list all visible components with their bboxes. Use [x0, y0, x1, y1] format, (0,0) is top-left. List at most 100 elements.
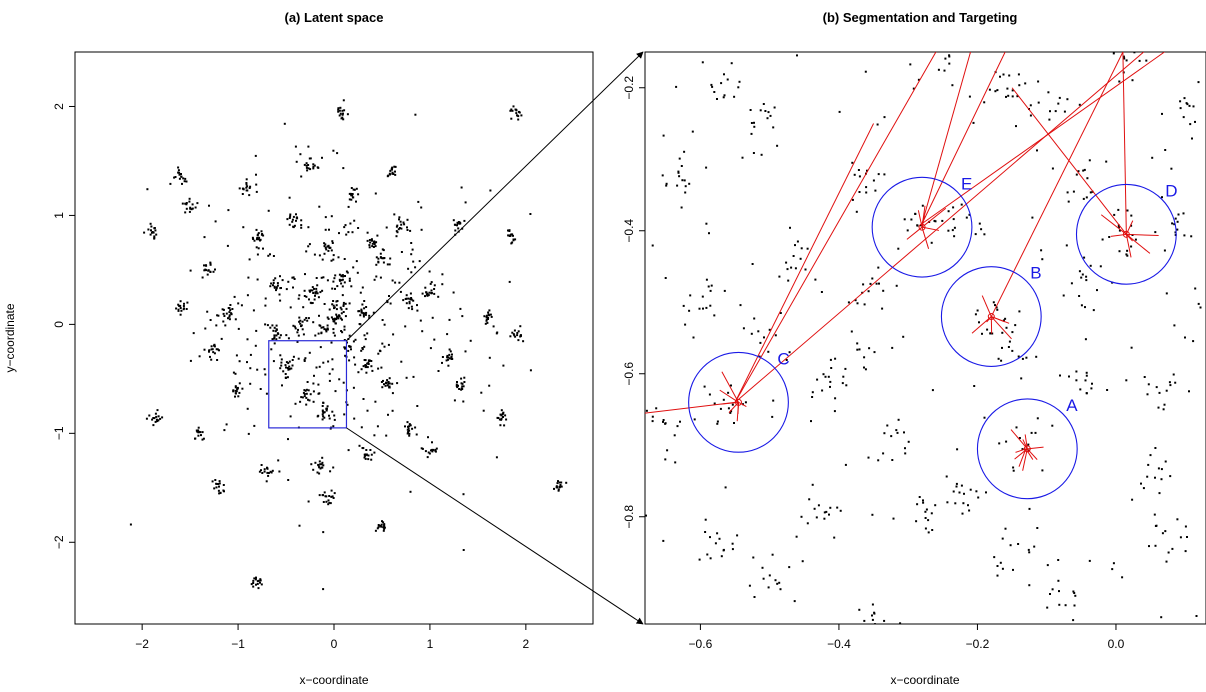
- data-point: [1084, 379, 1087, 382]
- data-point: [263, 470, 266, 473]
- data-point: [424, 286, 427, 289]
- data-point: [332, 254, 335, 257]
- data-point: [753, 317, 756, 320]
- data-point: [404, 325, 407, 328]
- data-point: [863, 637, 865, 639]
- data-point: [260, 583, 263, 586]
- data-point: [517, 330, 520, 333]
- data-point: [968, 509, 971, 512]
- data-point: [282, 370, 285, 373]
- data-point: [841, 382, 844, 385]
- data-point: [978, 222, 981, 225]
- data-point: [298, 316, 301, 319]
- data-point: [662, 420, 664, 423]
- data-point: [156, 409, 159, 412]
- data-point: [912, 87, 915, 90]
- data-point: [338, 109, 341, 112]
- data-point: [332, 331, 335, 334]
- data-point: [895, 429, 898, 432]
- data-point: [871, 277, 874, 280]
- data-point: [462, 549, 465, 551]
- data-point: [398, 227, 401, 229]
- data-point: [346, 403, 349, 406]
- data-point: [512, 238, 515, 241]
- data-point: [255, 173, 257, 176]
- panel-a-points: [129, 99, 568, 591]
- data-point: [375, 241, 378, 244]
- data-point: [332, 280, 335, 283]
- data-point: [1047, 91, 1050, 94]
- x-tick-label: 0: [331, 637, 338, 651]
- data-point: [1015, 125, 1017, 128]
- data-point: [557, 480, 559, 483]
- data-point: [1160, 468, 1163, 471]
- data-point: [256, 582, 259, 585]
- data-point: [358, 444, 361, 447]
- data-point: [910, 218, 913, 221]
- data-point: [360, 311, 363, 314]
- data-point: [983, 416, 986, 419]
- data-point: [1084, 306, 1086, 309]
- data-point: [863, 619, 866, 622]
- data-point: [388, 386, 391, 389]
- data-point: [447, 364, 450, 367]
- data-point: [209, 270, 212, 273]
- data-point: [316, 284, 319, 287]
- panel-b-y-axis: −0.8−0.6−0.4−0.2: [622, 76, 645, 529]
- data-point: [249, 353, 252, 356]
- data-point: [1158, 492, 1161, 495]
- data-point: [430, 292, 433, 295]
- data-point: [389, 257, 392, 260]
- data-point: [328, 308, 331, 311]
- data-point: [329, 502, 332, 505]
- data-point: [1073, 592, 1076, 594]
- data-point: [178, 171, 181, 174]
- data-point: [360, 426, 363, 429]
- data-point: [1089, 191, 1092, 194]
- data-point: [1170, 167, 1173, 170]
- data-point: [380, 525, 383, 528]
- data-point: [292, 355, 295, 358]
- data-point: [677, 170, 680, 173]
- data-point: [314, 461, 317, 464]
- data-point: [1012, 568, 1014, 571]
- data-point: [389, 169, 392, 172]
- data-point: [1048, 118, 1051, 121]
- data-point: [272, 360, 275, 363]
- data-point: [327, 499, 330, 502]
- data-point: [234, 372, 237, 375]
- data-point: [291, 220, 294, 223]
- data-point: [215, 324, 218, 327]
- data-point: [854, 299, 857, 302]
- data-point: [289, 306, 292, 309]
- data-point: [179, 304, 182, 307]
- data-point: [877, 173, 880, 176]
- data-point: [426, 292, 429, 295]
- data-point: [867, 456, 870, 459]
- data-point: [351, 231, 354, 234]
- data-point: [408, 432, 411, 435]
- data-point: [330, 249, 333, 252]
- data-point: [204, 327, 207, 330]
- data-point: [705, 278, 708, 281]
- data-point: [232, 371, 235, 374]
- data-point: [169, 182, 172, 185]
- data-point: [487, 316, 490, 319]
- data-point: [259, 388, 262, 390]
- data-point: [514, 335, 517, 338]
- data-point: [256, 278, 259, 281]
- data-point: [708, 393, 711, 396]
- data-point: [509, 109, 512, 112]
- data-point: [308, 351, 311, 354]
- data-point: [298, 320, 301, 323]
- data-point: [504, 414, 507, 417]
- data-point: [255, 576, 257, 579]
- data-point: [237, 327, 240, 330]
- data-point: [1164, 460, 1167, 463]
- data-point: [276, 284, 279, 287]
- data-point: [262, 234, 265, 237]
- data-point: [708, 232, 710, 235]
- segment-center-marker: [735, 398, 742, 406]
- data-point: [1176, 228, 1179, 231]
- data-point: [834, 397, 837, 400]
